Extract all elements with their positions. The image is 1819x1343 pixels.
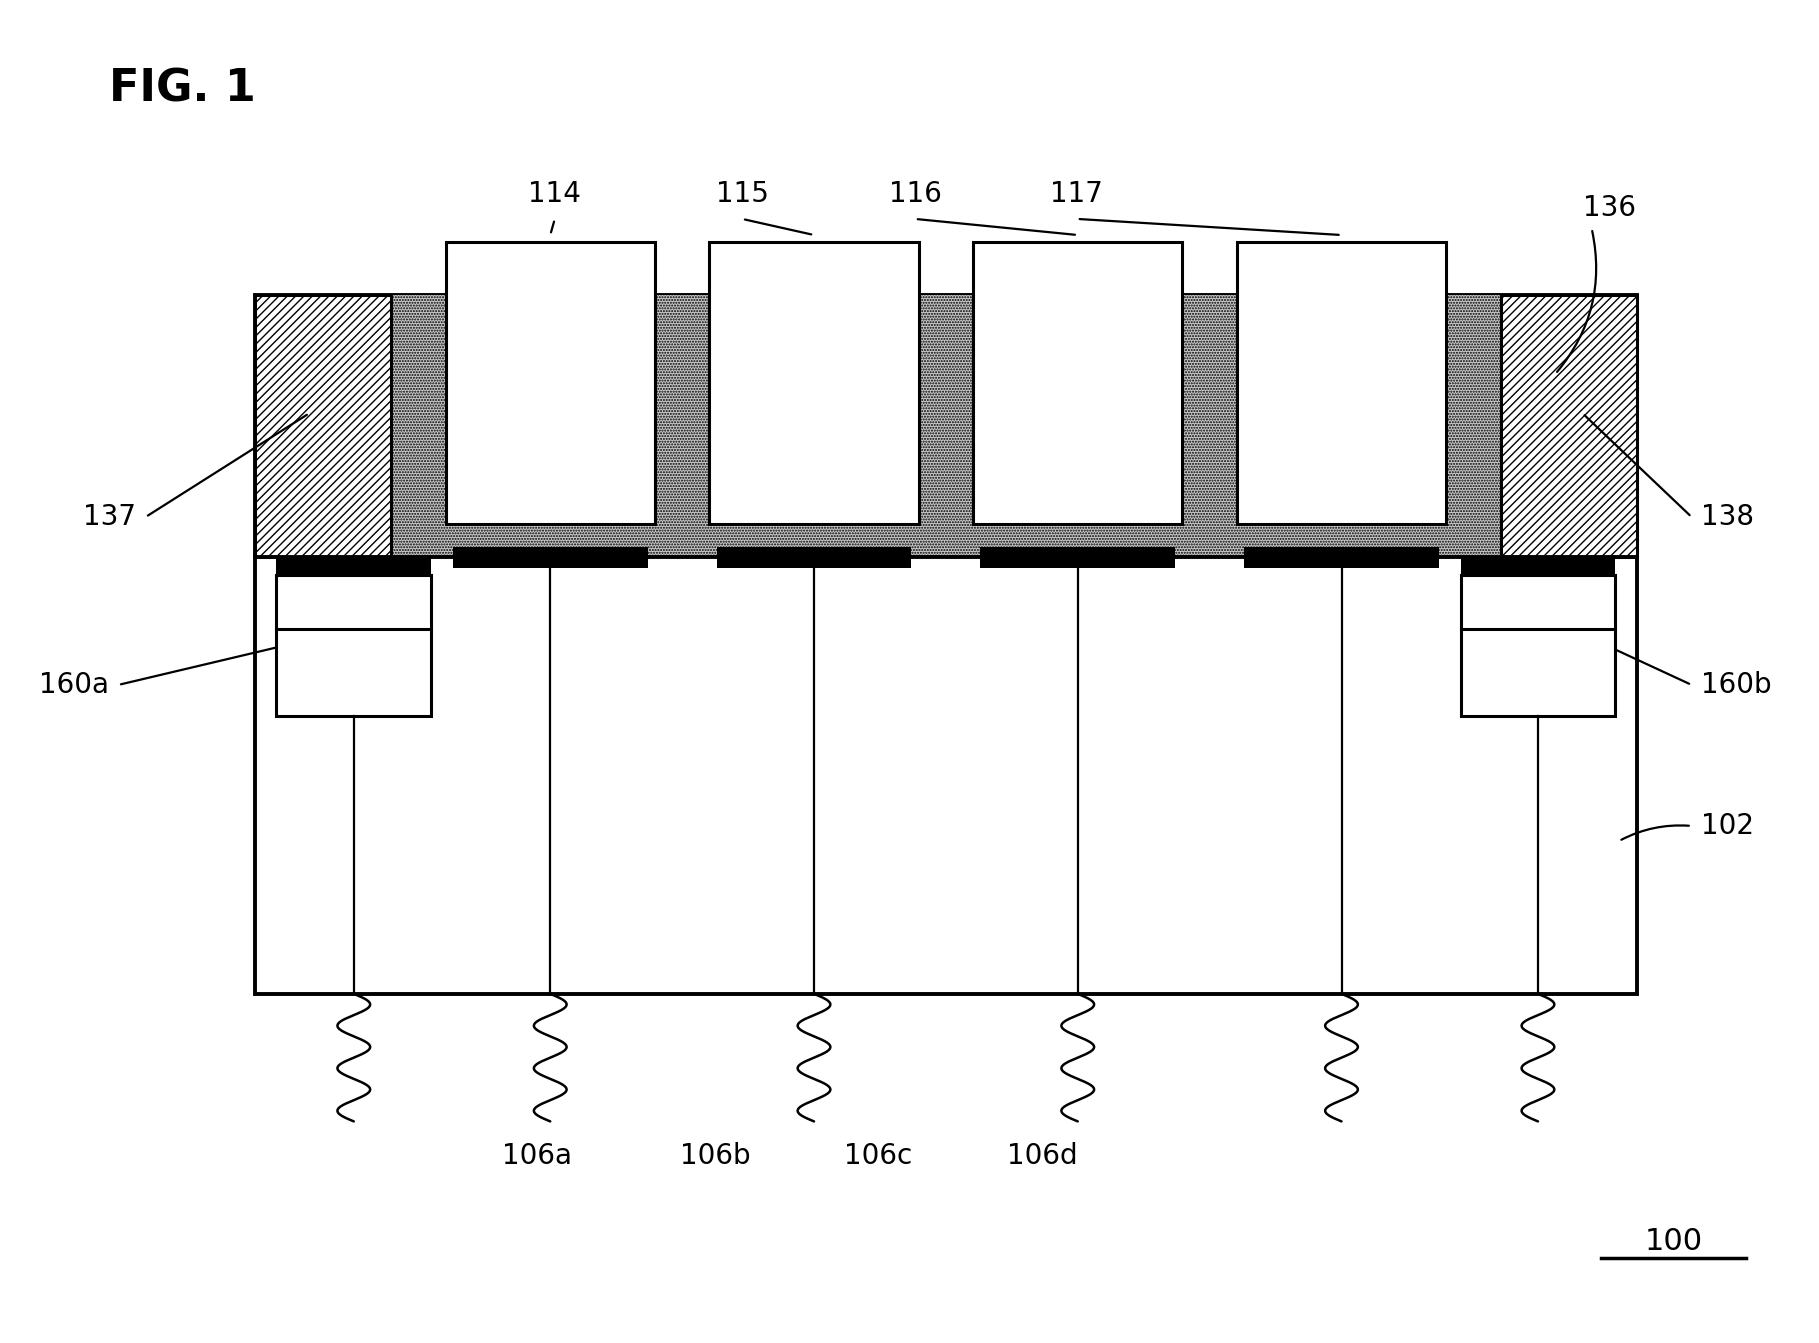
Bar (255, 295, 1637, 994)
Bar (1501, 295, 1637, 557)
Bar (446, 242, 655, 524)
Text: 160a: 160a (40, 672, 109, 698)
Text: 136: 136 (1583, 193, 1635, 222)
Text: 106d: 106d (1008, 1142, 1077, 1170)
Text: 106b: 106b (680, 1142, 749, 1170)
Text: 106a: 106a (502, 1142, 571, 1170)
Text: 114: 114 (528, 180, 582, 208)
Text: CG1: CG1 (520, 369, 580, 396)
Bar (453, 547, 648, 568)
Bar (276, 575, 431, 716)
Bar (1461, 575, 1615, 716)
Text: FIG. 1: FIG. 1 (109, 67, 256, 110)
Text: 102: 102 (1701, 813, 1754, 839)
Text: CG4: CG4 (1311, 369, 1372, 396)
Text: CG3: CG3 (1048, 369, 1108, 396)
Bar (276, 557, 431, 575)
Text: 138: 138 (1701, 504, 1754, 530)
Text: CG2: CG2 (784, 369, 844, 396)
Text: 117: 117 (1050, 180, 1104, 208)
Text: 160b: 160b (1701, 672, 1772, 698)
Text: 106c: 106c (844, 1142, 913, 1170)
Text: 100: 100 (1644, 1226, 1703, 1256)
Text: 115: 115 (715, 180, 769, 208)
Bar (1244, 547, 1439, 568)
Bar (1461, 557, 1615, 575)
Bar (255, 295, 1637, 557)
Bar (255, 295, 391, 557)
Bar (709, 242, 919, 524)
Bar (1237, 242, 1446, 524)
Text: 137: 137 (84, 504, 136, 530)
Bar (980, 547, 1175, 568)
Bar (973, 242, 1182, 524)
Bar (717, 547, 911, 568)
Text: 116: 116 (888, 180, 942, 208)
